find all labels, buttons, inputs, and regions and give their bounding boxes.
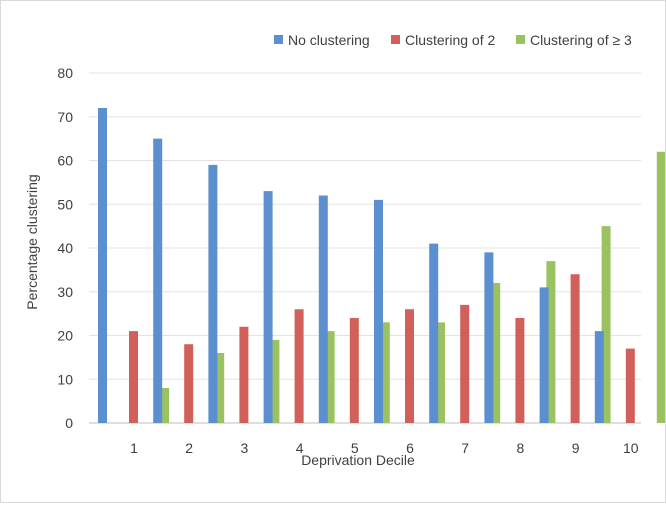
legend-swatch <box>516 35 525 44</box>
bar <box>484 252 494 423</box>
y-tick-label: 40 <box>57 240 73 256</box>
bar <box>380 322 390 423</box>
x-tick-label: 9 <box>572 440 580 456</box>
bar <box>539 287 549 423</box>
legend: No clustering Clustering of 2 Clustering o… <box>274 32 632 48</box>
bar <box>570 274 580 423</box>
y-tick-label: 70 <box>57 109 73 125</box>
bar <box>325 331 335 423</box>
x-axis-ticks: 1 2 3 4 5 6 7 8 9 10 <box>130 440 639 456</box>
gridlines <box>89 72 641 424</box>
bar <box>656 151 666 423</box>
bar <box>405 309 414 423</box>
bar <box>601 226 611 423</box>
bars <box>98 108 666 423</box>
x-axis-title: Deprivation Decile <box>301 452 415 468</box>
bar <box>160 388 169 423</box>
x-tick-label: 8 <box>517 440 525 456</box>
x-tick-label: 3 <box>241 440 249 456</box>
y-tick-label: 10 <box>57 371 73 387</box>
bar <box>239 326 249 423</box>
x-tick-label: 2 <box>185 440 193 456</box>
legend-label: No clustering <box>288 32 370 48</box>
bar <box>208 164 218 423</box>
bar <box>349 318 359 423</box>
bar <box>129 331 138 423</box>
bar <box>184 344 194 423</box>
y-tick-label: 60 <box>57 153 73 169</box>
bar <box>153 138 163 423</box>
y-tick-label: 80 <box>57 65 73 81</box>
bar <box>625 348 635 423</box>
y-axis-title: Percentage clustering <box>24 174 40 309</box>
bar <box>546 261 556 423</box>
y-tick-label: 20 <box>57 328 73 344</box>
bar <box>436 322 445 423</box>
x-tick-label: 1 <box>130 440 138 456</box>
x-tick-label: 7 <box>461 440 469 456</box>
bar <box>429 243 439 423</box>
y-tick-label: 0 <box>65 415 73 431</box>
y-axis-ticks: 0 10 20 30 40 50 60 70 80 <box>57 65 73 431</box>
bar <box>294 309 304 423</box>
bar <box>263 191 273 423</box>
legend-label: Clustering of ≥ 3 <box>530 32 632 48</box>
bar <box>374 199 383 423</box>
y-tick-label: 30 <box>57 284 73 300</box>
y-tick-label: 50 <box>57 196 73 212</box>
x-tick-label: 6 <box>406 440 414 456</box>
legend-swatch <box>391 35 400 44</box>
x-tick-label: 10 <box>623 440 639 456</box>
bar <box>460 304 470 423</box>
bar <box>98 108 107 423</box>
bar <box>491 283 501 423</box>
bar <box>215 353 225 423</box>
bar <box>594 331 604 423</box>
bar <box>270 339 280 423</box>
x-tick-label: 4 <box>296 440 304 456</box>
bar <box>515 318 525 423</box>
legend-label: Clustering of 2 <box>405 32 495 48</box>
legend-swatch <box>274 35 283 44</box>
x-tick-label: 5 <box>351 440 359 456</box>
bar <box>318 195 328 423</box>
